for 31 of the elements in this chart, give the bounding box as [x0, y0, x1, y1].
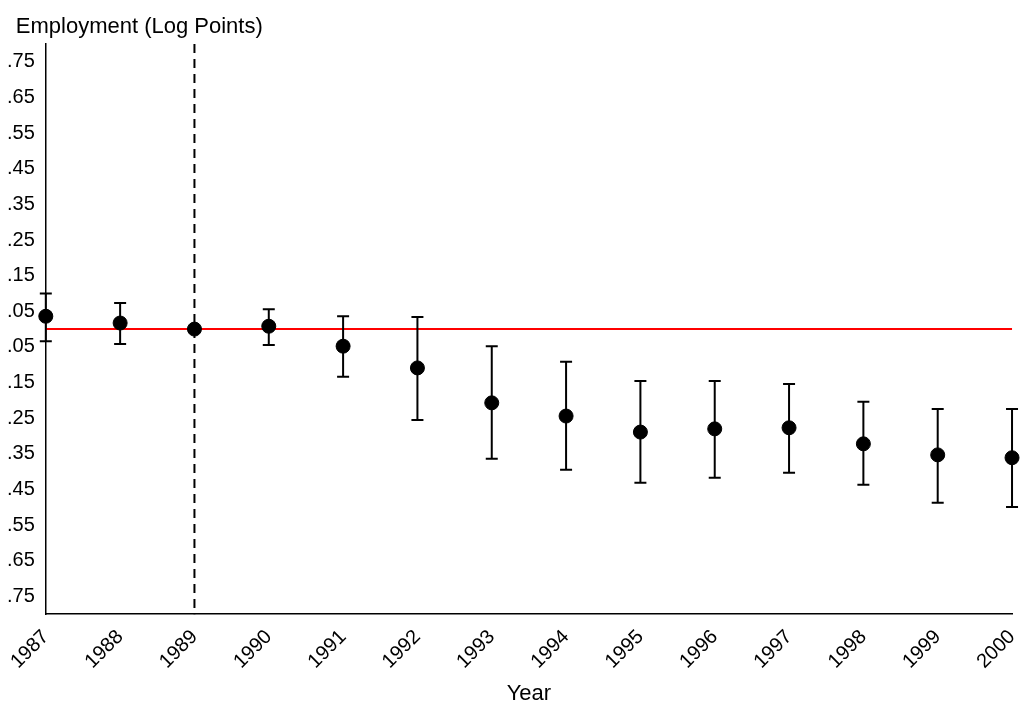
y-tick-label: .65	[6, 84, 35, 107]
point	[855, 436, 871, 452]
y-tick-label: .55	[6, 120, 35, 143]
y-tick-label: .05	[6, 298, 35, 321]
y-tick-label: .35	[6, 441, 35, 464]
point	[1004, 450, 1020, 466]
x-axis-title: Year	[506, 679, 552, 705]
y-tick-label: .15	[6, 370, 35, 393]
y-tick-label: .55	[6, 512, 35, 535]
y-tick-label: .65	[6, 548, 35, 571]
y-tick-label: .75	[6, 49, 35, 72]
y-tick-label: .45	[6, 156, 35, 179]
y-axis-title: Employment (Log Points)	[15, 13, 263, 39]
y-tick-label: .05	[6, 334, 35, 357]
y-tick-label: .25	[6, 405, 35, 428]
point	[930, 447, 946, 463]
y-tick-label: .15	[6, 263, 35, 286]
point	[409, 360, 425, 376]
point	[707, 421, 723, 437]
point	[781, 420, 797, 436]
point	[484, 395, 500, 411]
y-tick-label: .75	[6, 583, 35, 606]
point	[186, 321, 202, 337]
point	[632, 424, 648, 440]
point	[261, 318, 277, 334]
y-tick-label: .35	[6, 191, 35, 214]
point	[558, 408, 574, 424]
point	[335, 338, 351, 354]
y-tick-label: .45	[6, 476, 35, 499]
point	[112, 315, 128, 331]
y-tick-label: .25	[6, 227, 35, 250]
